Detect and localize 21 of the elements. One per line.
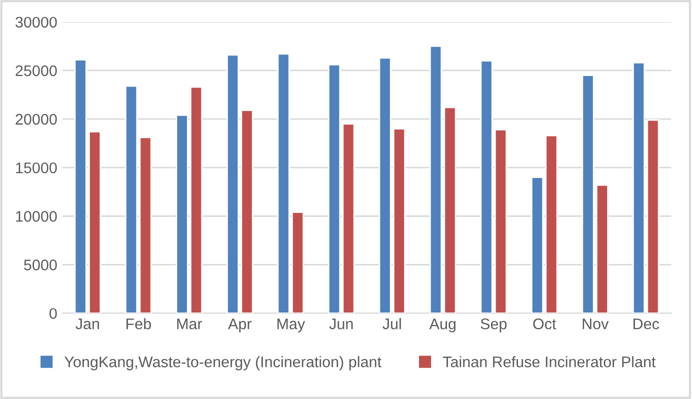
x-tick-label: Feb [126, 318, 151, 330]
y-tick-label: 25000 [16, 65, 57, 76]
x-tick-label: Dec [634, 318, 660, 330]
y-tick-label: 15000 [16, 162, 57, 174]
x-tick-label: Mar [177, 318, 202, 330]
legend-label: YongKang,Waste-to-energy (Incineration) plant [64, 356, 382, 370]
x-tick-label: Jan [76, 318, 99, 330]
x-tick-label: Jun [329, 318, 353, 330]
y-tick-label: 20000 [16, 114, 57, 125]
x-tick-label: Jul [382, 318, 401, 330]
y-tick-label: 10000 [16, 210, 57, 222]
legend-label: Tainan Refuse Incinerator Plant [442, 356, 656, 368]
y-tick-label: 5000 [24, 260, 57, 270]
x-tick-label: Nov [582, 318, 609, 330]
y-tick-label: 30000 [16, 16, 57, 28]
y-tick-label: 0 [50, 308, 57, 319]
x-tick-label: Aug [429, 318, 456, 332]
x-tick-label: Oct [533, 318, 556, 330]
x-tick-label: Apr [228, 318, 252, 332]
x-tick-label: Sep [480, 318, 507, 332]
x-tick-label: May [277, 318, 306, 332]
